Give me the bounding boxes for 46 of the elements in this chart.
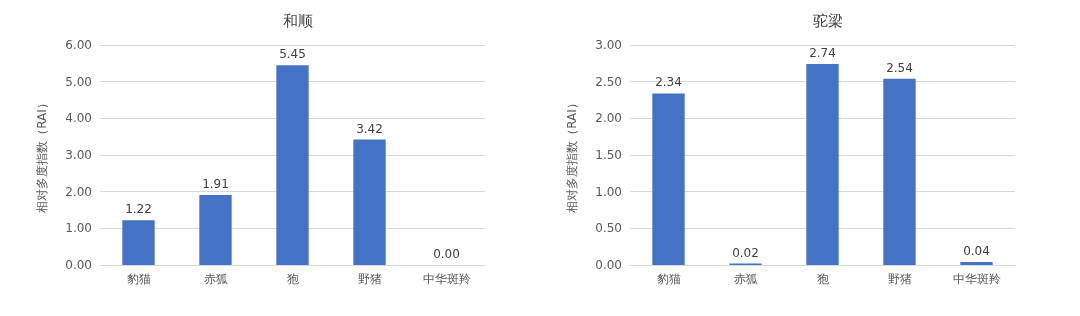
data-label: 3.42	[356, 121, 383, 136]
chart-title: 和顺	[282, 11, 313, 30]
y-axis-title: 相对多度指数（RAI）	[35, 97, 49, 213]
y-tick-label: 4.00	[65, 111, 92, 126]
x-tick-label: 豹猫	[126, 272, 151, 286]
y-tick-label: 3.00	[65, 148, 92, 162]
x-tick-label: 野猪	[887, 272, 912, 286]
data-label: 2.74	[809, 46, 836, 61]
x-tick-label: 豹猫	[656, 272, 681, 286]
data-label: 5.45	[279, 47, 306, 62]
y-tick-label: 2.00	[65, 184, 92, 199]
y-tick-label: 2.00	[595, 111, 622, 126]
x-tick-label: 中华斑羚	[952, 272, 1001, 286]
data-label: 2.34	[655, 75, 682, 90]
data-label: 0.04	[963, 244, 990, 259]
y-tick-label: 3.00	[595, 38, 622, 52]
bar	[960, 262, 993, 265]
y-tick-label: 0.50	[595, 221, 622, 236]
data-label: 0.00	[433, 247, 460, 261]
x-tick-label: 赤狐	[733, 272, 758, 286]
bar	[353, 139, 386, 265]
y-tick-label: 0.00	[595, 258, 622, 272]
x-tick-label: 狍	[816, 272, 829, 286]
x-tick-label: 中华斑羚	[422, 272, 471, 286]
bar	[122, 220, 155, 265]
data-label: 1.91	[202, 176, 229, 191]
x-tick-label: 狍	[286, 272, 299, 286]
y-axis-title: 相对多度指数（RAI）	[565, 97, 579, 213]
bar	[652, 93, 685, 265]
x-tick-label: 野猪	[357, 272, 382, 286]
y-tick-label: 1.50	[595, 148, 622, 162]
bar	[883, 78, 916, 265]
y-tick-label: 5.00	[65, 74, 92, 89]
y-tick-label: 6.00	[65, 38, 92, 52]
bar	[806, 64, 839, 265]
data-label: 0.02	[732, 245, 759, 260]
y-tick-label: 1.00	[65, 221, 92, 236]
y-tick-label: 0.00	[65, 258, 92, 272]
y-tick-label: 1.00	[595, 184, 622, 199]
y-tick-label: 2.50	[595, 74, 622, 89]
x-tick-label: 赤狐	[203, 272, 228, 286]
bar	[199, 194, 232, 265]
data-label: 1.22	[125, 202, 152, 217]
chart-title: 驼梁	[812, 11, 843, 30]
bar	[276, 65, 309, 265]
data-label: 2.54	[886, 60, 913, 75]
